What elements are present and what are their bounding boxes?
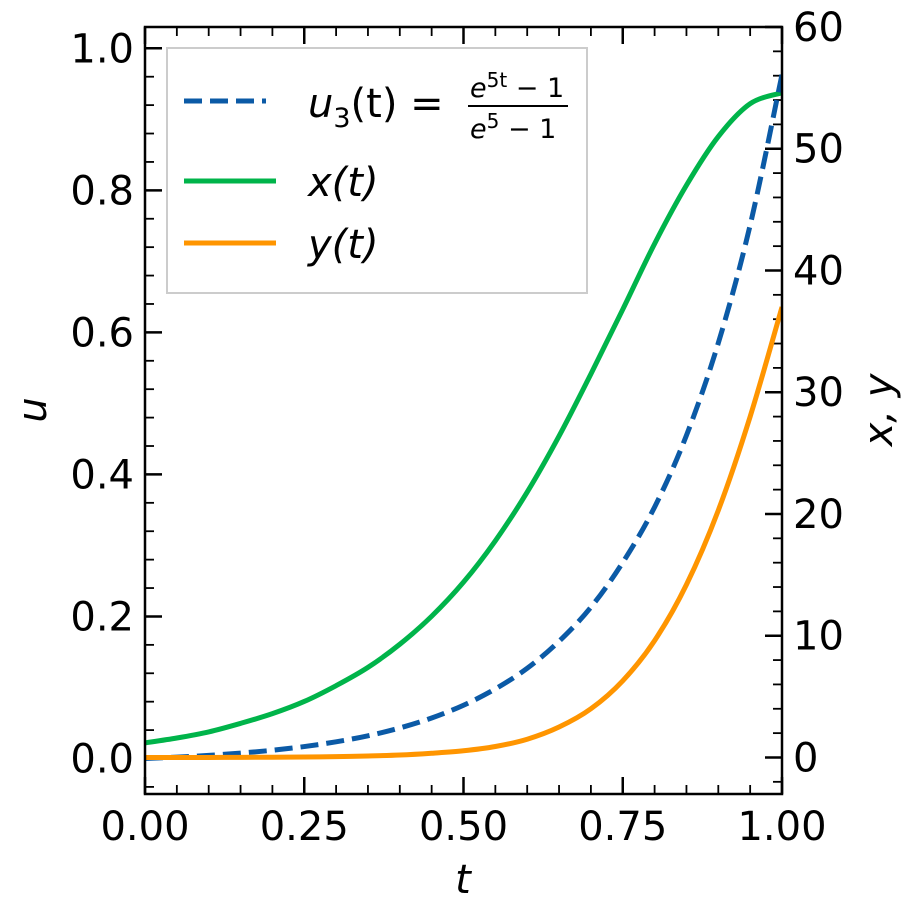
svg-text:e5t − 1: e5t − 1 xyxy=(470,68,564,104)
tick-marks xyxy=(143,25,784,794)
y2-tick-label: 30 xyxy=(793,370,844,416)
legend-label-u3: u3(t) = e5t − 1 e5 − 1 xyxy=(308,68,568,145)
y-tick-label: 1.0 xyxy=(70,26,134,72)
y2-tick-label: 0 xyxy=(793,735,818,781)
x-tick-label: 1.00 xyxy=(737,804,826,850)
y2-tick-label: 10 xyxy=(793,614,844,660)
x-axis-title: t xyxy=(455,857,472,903)
series-line-u3 xyxy=(145,74,782,761)
x-tick-label: 0.00 xyxy=(100,804,189,850)
x-tick-label: 0.50 xyxy=(419,804,508,850)
plot-frame xyxy=(143,25,784,796)
x-tick-label: 0.25 xyxy=(260,804,349,850)
y2-tick-label: 60 xyxy=(793,5,844,51)
series-layer xyxy=(145,74,782,761)
svg-text:e5 − 1: e5 − 1 xyxy=(470,109,556,145)
y-tick-label: 0.8 xyxy=(70,168,134,214)
y-tick-label: 0.6 xyxy=(70,310,134,356)
svg-text:u3(t) =: u3(t) = xyxy=(308,81,444,134)
legend-label-y: y(t) xyxy=(307,222,379,268)
y-tick-label: 0.4 xyxy=(70,452,134,498)
x-tick-label: 0.75 xyxy=(578,804,667,850)
y2-tick-label: 50 xyxy=(793,127,844,173)
y-axis-title: u xyxy=(10,397,56,422)
y-tick-label: 0.0 xyxy=(70,736,134,782)
y-tick-label: 0.2 xyxy=(70,594,134,640)
legend-frame xyxy=(166,47,588,294)
y2-tick-label: 20 xyxy=(793,492,844,538)
series-line-yt xyxy=(145,306,782,760)
legend-label-x: x(t) xyxy=(306,160,379,206)
tick-labels: 0.00 0.25 0.50 0.75 1.000.00.20.40.60.81.001… xyxy=(70,5,844,850)
y2-axis-title: x, y xyxy=(856,372,902,448)
series-line-xt xyxy=(145,90,782,746)
y2-tick-label: 40 xyxy=(793,248,844,294)
legend: u3(t) = e5t − 1 e5 − 1 x(t) y(t) xyxy=(166,47,588,294)
